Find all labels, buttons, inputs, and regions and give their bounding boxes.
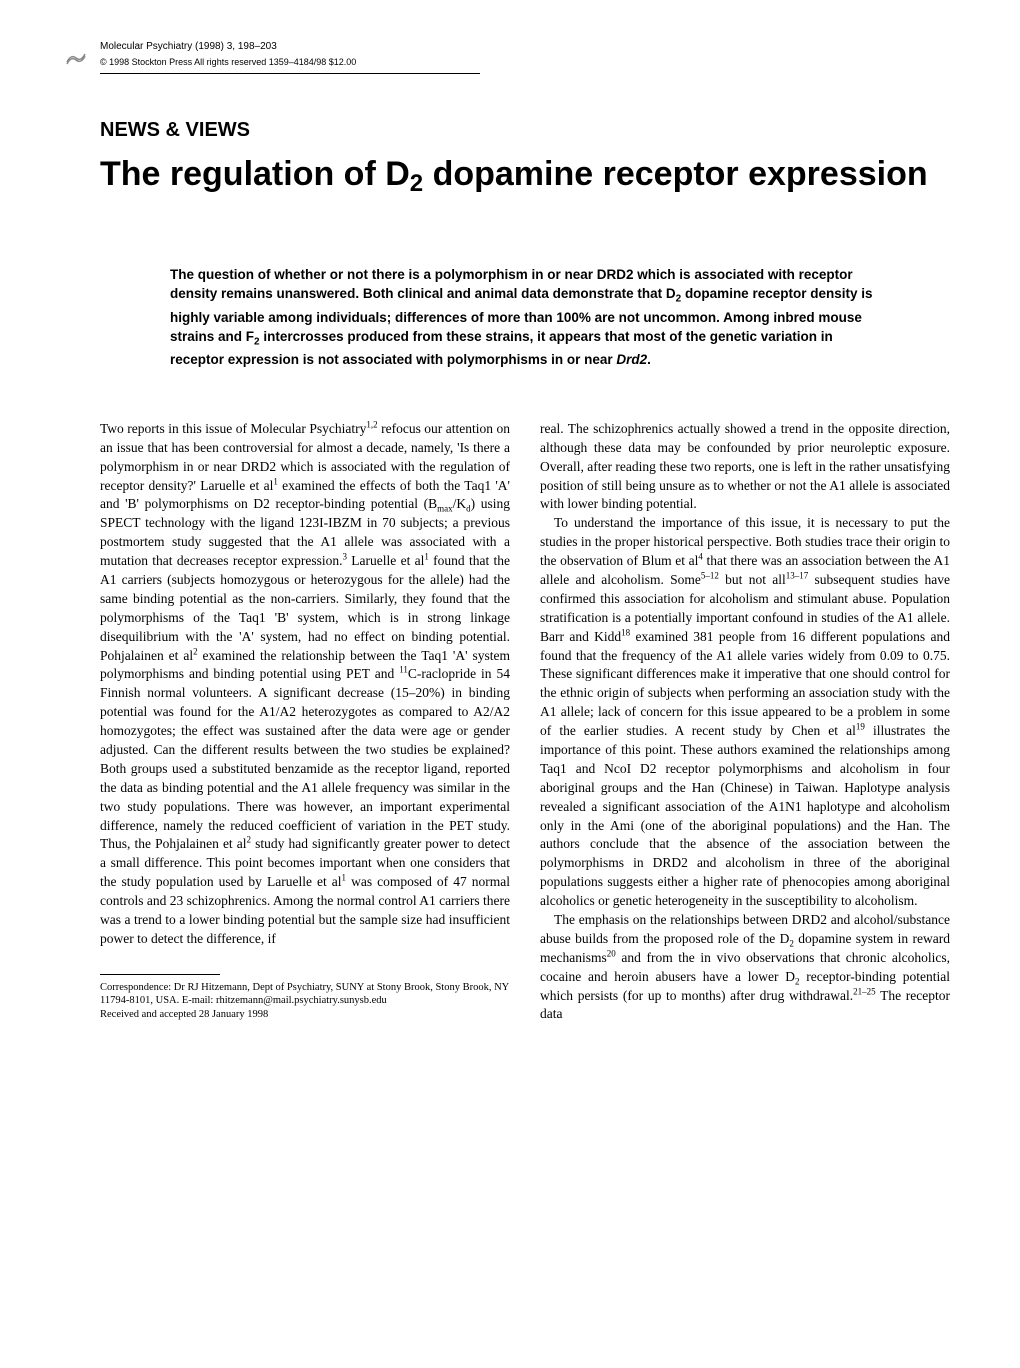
title-text-post: dopamine receptor expression [423, 155, 928, 193]
body-paragraph: To understand the importance of this iss… [540, 514, 950, 911]
right-column: real. The schizophrenics actually showed… [540, 420, 950, 1025]
body-text: /K [453, 496, 467, 511]
citation-ref: 1,2 [366, 419, 377, 429]
publisher-logo-icon [65, 48, 87, 66]
citation-ref: 13–17 [786, 570, 809, 580]
body-paragraph: Two reports in this issue of Molecular P… [100, 420, 510, 949]
body-columns: Two reports in this issue of Molecular P… [100, 420, 950, 1025]
header-divider [100, 73, 480, 74]
left-column: Two reports in this issue of Molecular P… [100, 420, 510, 1025]
citation-ref: 5–12 [701, 570, 719, 580]
body-text: Two reports in this issue of Molecular P… [100, 421, 366, 436]
body-text: illustrates the importance of this point… [540, 723, 950, 908]
body-paragraph: The emphasis on the relationships betwee… [540, 911, 950, 1024]
subscript: max [437, 504, 453, 514]
abstract: The question of whether or not there is … [170, 265, 880, 370]
abstract-text-3: intercrosses produced from these strains… [170, 329, 833, 367]
body-text: C-raclopride in 54 Finnish normal volunt… [100, 666, 510, 851]
citation-ref: 20 [607, 948, 616, 958]
section-label: NEWS & VIEWS [100, 119, 950, 142]
journal-citation: Molecular Psychiatry (1998) 3, 198–203 [100, 40, 950, 53]
body-text: found that the A1 carriers (subjects hom… [100, 553, 510, 662]
citation-ref: 19 [856, 722, 865, 732]
abstract-gene-name: Drd2 [616, 352, 647, 367]
article-title: The regulation of D2 dopamine receptor e… [100, 154, 950, 195]
correspondence-footnote: Correspondence: Dr RJ Hitzemann, Dept of… [100, 981, 510, 1008]
body-text: but not all [719, 572, 786, 587]
body-text: examined 381 people from 16 different po… [540, 629, 950, 738]
abstract-text-4: . [647, 352, 651, 367]
received-footnote: Received and accepted 28 January 1998 [100, 1008, 510, 1022]
title-subscript: 2 [410, 170, 423, 197]
citation-ref: 18 [621, 627, 630, 637]
citation-ref: 21–25 [853, 986, 876, 996]
body-text: Laruelle et al [347, 553, 424, 568]
title-text-pre: The regulation of D [100, 155, 410, 193]
body-paragraph: real. The schizophrenics actually showed… [540, 420, 950, 514]
footnote-divider [100, 974, 220, 975]
citation-ref: 11 [399, 665, 408, 675]
copyright-line: © 1998 Stockton Press All rights reserve… [100, 57, 950, 67]
